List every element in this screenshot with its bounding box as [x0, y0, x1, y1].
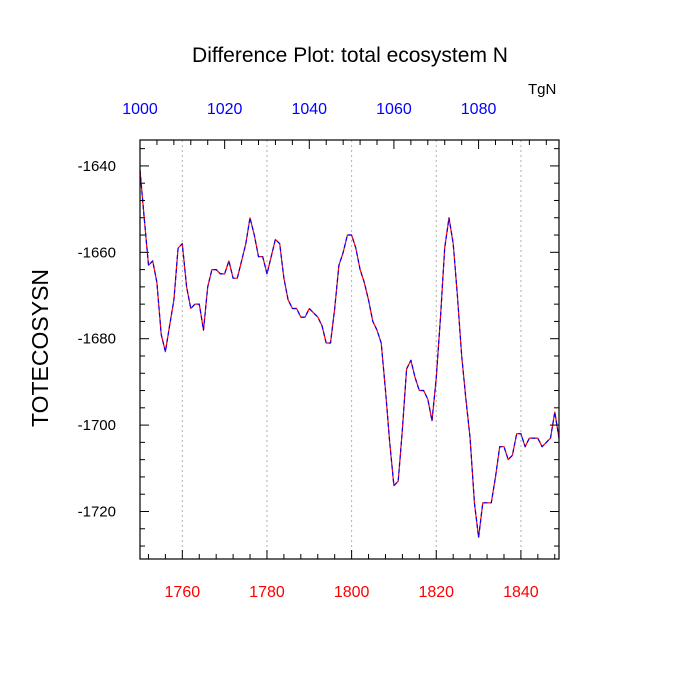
top-tick-label-1000: 1000 — [122, 101, 158, 118]
series-lines — [139, 170, 560, 539]
top-tick-label-1020: 1020 — [207, 101, 243, 118]
y-tick-label--1640: -1640 — [78, 158, 116, 175]
y-tick-label--1660: -1660 — [78, 244, 116, 261]
top-tick-label-1060: 1060 — [376, 101, 412, 118]
chart-title: Difference Plot: total ecosystem N — [192, 44, 508, 67]
x-tick-label-1780: 1780 — [249, 584, 285, 601]
y-tick-label--1700: -1700 — [78, 417, 116, 434]
x-tick-label-1800: 1800 — [334, 584, 370, 601]
top-tick-label-1040: 1040 — [291, 101, 327, 118]
tick-labels: 1760 1780 1800 1820 1840 1000 1020 1040 1060 1080… — [78, 101, 539, 601]
x-tick-label-1820: 1820 — [418, 584, 454, 601]
x-tick-label-1840: 1840 — [503, 584, 539, 601]
x-tick-label-1760: 1760 — [165, 584, 201, 601]
plot-frame — [139, 139, 560, 560]
units-label: TgN — [528, 81, 556, 98]
y-axis-label: TOTECOSYSN — [27, 269, 53, 427]
grid-lines — [181, 140, 522, 559]
series-line-red — [139, 170, 560, 539]
series-line-blue-dashed — [139, 170, 560, 539]
axis-ticks — [139, 140, 559, 559]
top-tick-label-1080: 1080 — [461, 101, 497, 118]
y-tick-label--1720: -1720 — [78, 503, 116, 520]
y-tick-label--1680: -1680 — [78, 331, 116, 348]
